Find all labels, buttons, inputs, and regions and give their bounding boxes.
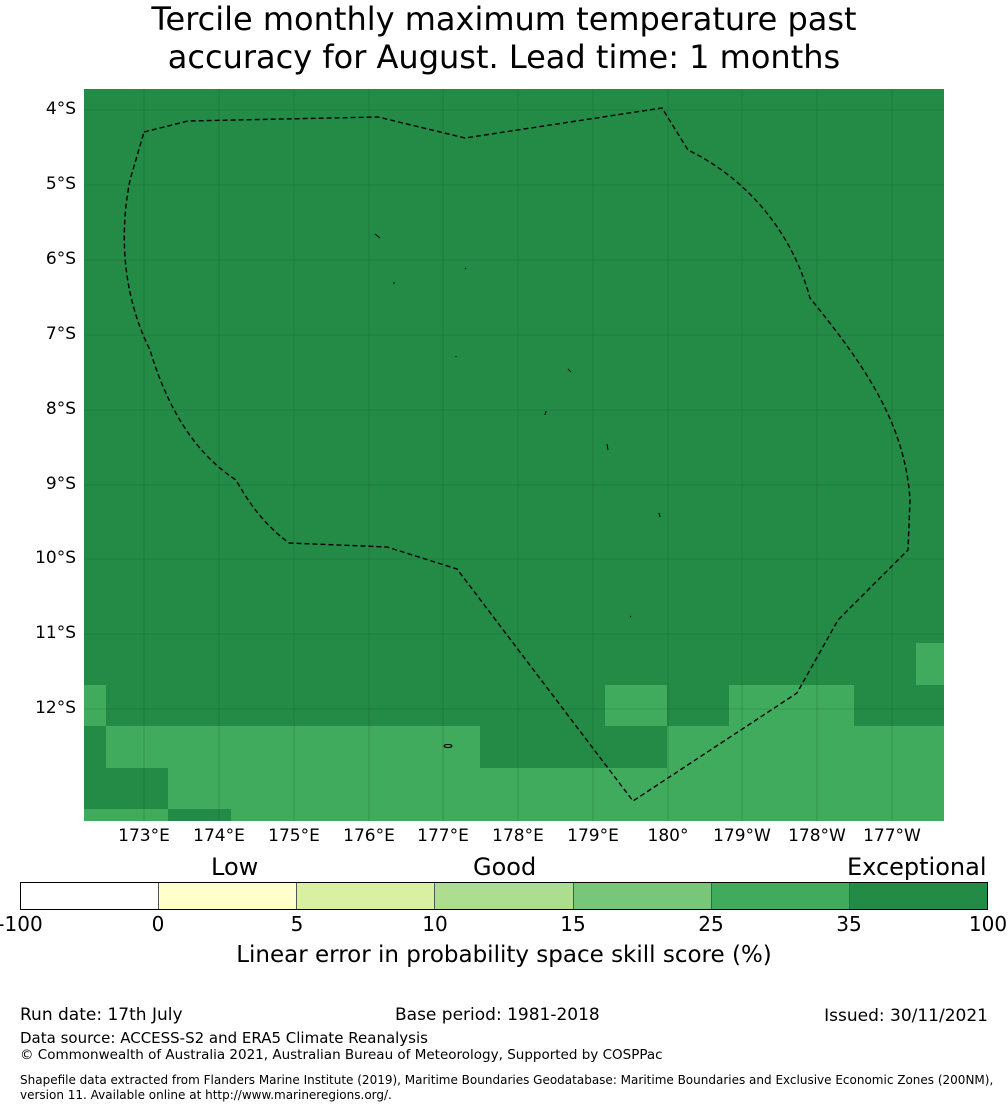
lat-label: 12°S — [35, 698, 76, 718]
colorbar-tick: 25 — [698, 912, 724, 936]
lon-label: 178°E — [492, 826, 544, 846]
lat-label: 10°S — [35, 548, 76, 568]
colorbar-tick: 15 — [560, 912, 586, 936]
colorbar-swatch — [848, 883, 987, 909]
lat-label: 9°S — [45, 474, 76, 494]
colorbar-category-low: Low — [211, 853, 259, 881]
lat-label: 4°S — [45, 99, 76, 119]
map-title-line1: Tercile monthly maximum temperature past — [151, 0, 857, 38]
lon-label: 180° — [647, 826, 689, 846]
lat-label: 8°S — [45, 399, 76, 419]
lon-label: 176°E — [343, 826, 395, 846]
lon-label: 177°W — [863, 826, 921, 846]
colorbar-swatch — [296, 883, 435, 909]
run-date: Run date: 17th July — [20, 1005, 183, 1025]
lon-label: 179°E — [567, 826, 619, 846]
issued-date: Issued: 30/11/2021 — [824, 1006, 988, 1026]
copyright: © Commonwealth of Australia 2021, Austra… — [20, 1047, 663, 1063]
colorbar-category-exceptional: Exceptional — [847, 853, 987, 881]
skill-score-map — [84, 89, 944, 821]
colorbar-swatch — [710, 883, 849, 909]
eez-boundary — [123, 107, 911, 802]
lat-label: 11°S — [35, 623, 76, 643]
colorbar-tick: 35 — [836, 912, 862, 936]
colorbar-tick: 10 — [422, 912, 448, 936]
good-high-patches — [84, 643, 944, 821]
lon-label: 179°W — [713, 826, 771, 846]
colorbar-swatch — [158, 883, 297, 909]
colorbar-tick: 100 — [968, 912, 1008, 936]
colorbar-swatch — [21, 883, 159, 909]
map-title-line2: accuracy for August. Lead time: 1 months — [167, 38, 841, 76]
shapefile-credit-line2: version 11. Available online at http://w… — [20, 1088, 392, 1102]
lat-label: 6°S — [45, 249, 76, 269]
colorbar-tick: 5 — [290, 912, 304, 936]
colorbar-swatch — [434, 883, 573, 909]
lon-label: 175°E — [268, 826, 320, 846]
graticule — [84, 89, 944, 821]
colorbar-tick: -100 — [0, 912, 43, 936]
lat-label: 7°S — [45, 324, 76, 344]
lon-label: 174°E — [193, 826, 245, 846]
lon-label: 173°E — [118, 826, 170, 846]
data-source: Data source: ACCESS-S2 and ERA5 Climate … — [20, 1029, 428, 1047]
islands — [374, 233, 661, 748]
base-period: Base period: 1981-2018 — [395, 1005, 600, 1025]
colorbar-category-good: Good — [473, 853, 537, 881]
colorbar — [20, 882, 988, 910]
colorbar-swatch — [572, 883, 711, 909]
colorbar-label: Linear error in probability space skill … — [236, 942, 772, 968]
lat-label: 5°S — [45, 174, 76, 194]
shapefile-credit-line1: Shapefile data extracted from Flanders M… — [20, 1073, 994, 1087]
colorbar-tick: 0 — [151, 912, 165, 936]
lon-label: 177°E — [417, 826, 469, 846]
lon-label: 178°W — [788, 826, 846, 846]
